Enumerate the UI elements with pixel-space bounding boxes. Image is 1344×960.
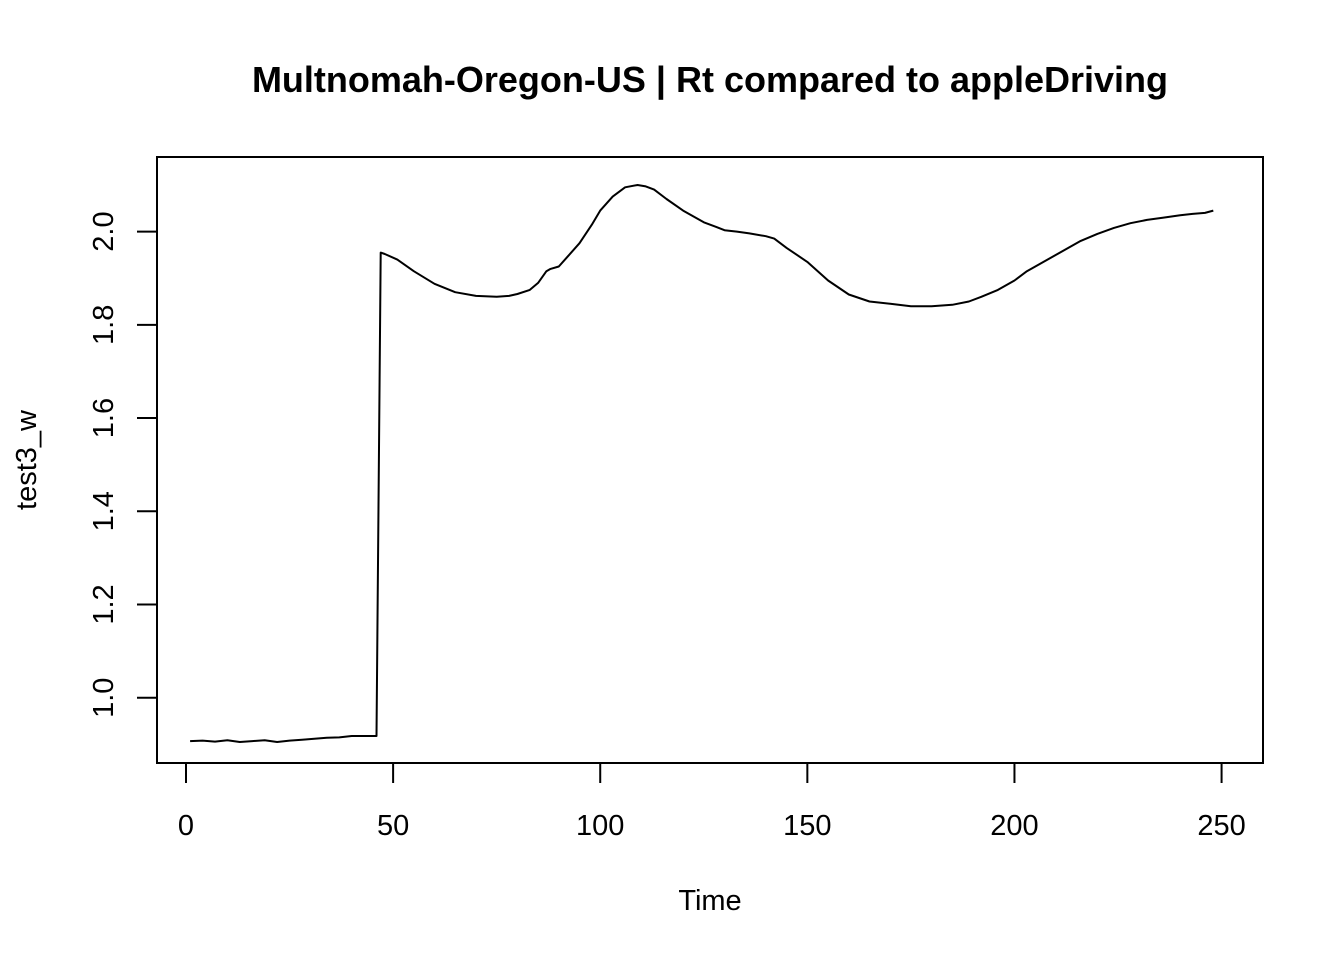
series-layer (190, 184, 1214, 743)
y-axis-label: test3_w (11, 409, 43, 510)
x-tick-label: 250 (1197, 810, 1245, 842)
x-tick-label: 0 (178, 810, 194, 842)
y-tick-label: 1.4 (88, 491, 120, 531)
x-tick-label: 200 (990, 810, 1038, 842)
y-tick-label: 2.0 (88, 211, 120, 251)
plot-frame (156, 156, 1264, 764)
x-tick-label: 50 (377, 810, 409, 842)
x-tick-label: 150 (783, 810, 831, 842)
x-tick-label: 100 (576, 810, 624, 842)
y-tick-label: 1.2 (88, 584, 120, 624)
x-axis-label: Time (678, 885, 741, 917)
series-line (190, 184, 1214, 743)
chart-title: Multnomah-Oregon-US | Rt compared to app… (252, 59, 1168, 101)
y-axis: 1.0 1.2 1.4 1.6 1.8 2.0 (88, 211, 158, 718)
y-tick-label: 1.0 (88, 678, 120, 718)
y-tick-label: 1.8 (88, 305, 120, 345)
y-tick-label: 1.6 (88, 398, 120, 438)
x-axis: 0 50 100 150 200 250 (178, 762, 1246, 842)
